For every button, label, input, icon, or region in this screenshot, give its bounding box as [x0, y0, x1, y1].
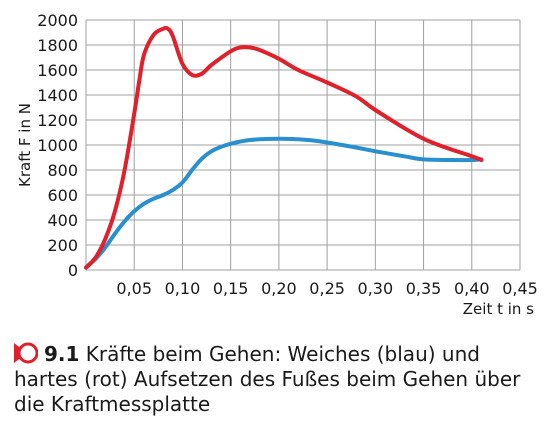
x-tick-label: 0,45 — [502, 279, 538, 298]
y-tick-label: 600 — [47, 186, 78, 205]
caption-number: 9.1 — [44, 342, 80, 366]
x-axis-label: Zeit t in s — [463, 300, 534, 318]
grid — [85, 19, 521, 271]
x-tick-label: 0,15 — [213, 279, 249, 298]
x-tick-label: 0,40 — [454, 279, 490, 298]
x-tick-labels: 0,05 0,10 0,15 0,20 0,25 0,30 0,35 0,40 0,45 — [116, 279, 537, 298]
y-tick-label: 1200 — [37, 111, 78, 130]
y-tick-labels: 0 200 400 600 800 1000 1200 1400 1600 1800 2000 — [37, 11, 78, 280]
y-tick-label: 0 — [68, 261, 78, 280]
series-line-0 — [84, 136, 484, 270]
x-tick-label: 0,05 — [116, 279, 152, 298]
series-lines — [84, 25, 484, 270]
y-axis-label: Kraft F in N — [16, 103, 34, 187]
caption-text: Kräfte beim Gehen: Weiches (blau) und ha… — [14, 342, 521, 416]
series-line-1 — [84, 25, 484, 270]
y-tick-label: 2000 — [37, 11, 78, 30]
y-tick-label: 400 — [47, 211, 78, 230]
y-tick-label: 1000 — [37, 136, 78, 155]
y-tick-label: 800 — [47, 161, 78, 180]
x-tick-label: 0,25 — [309, 279, 345, 298]
x-tick-label: 0,30 — [358, 279, 394, 298]
play-icon — [14, 342, 39, 364]
y-tick-label: 1400 — [37, 86, 78, 105]
figure-caption: 9.1 Kräfte beim Gehen: Weiches (blau) un… — [14, 342, 539, 417]
x-tick-label: 0,20 — [261, 279, 297, 298]
y-tick-label: 1600 — [37, 61, 78, 80]
x-tick-label: 0,35 — [406, 279, 442, 298]
y-tick-label: 200 — [47, 236, 78, 255]
y-tick-label: 1800 — [37, 36, 78, 55]
force-time-chart: 0,05 0,10 0,15 0,20 0,25 0,30 0,35 0,40 0,45 0 20… — [16, 11, 538, 318]
x-tick-label: 0,10 — [165, 279, 201, 298]
